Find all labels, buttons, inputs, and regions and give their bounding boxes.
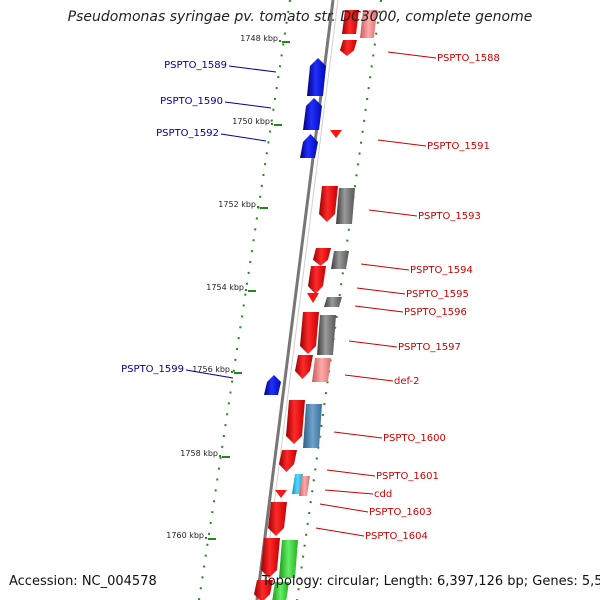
dotted-guides [198,0,382,600]
gene-arrow [342,10,359,34]
gene-leader-line [377,139,427,147]
genome-title: Pseudomonas syringae pv. tomato str. DC3… [67,9,533,25]
gene-arrow [261,538,280,578]
gene-leader-line [354,305,404,313]
gene-label[interactable]: PSPTO_1604 [365,531,428,542]
cds-block [336,188,355,224]
gene-label[interactable]: PSPTO_1599 [121,364,184,375]
gene-leader-line [348,340,398,348]
gene-label[interactable]: PSPTO_1592 [156,128,219,139]
gene-leader-line [356,287,406,295]
backbone-inner [261,0,339,600]
gene-arrow [303,98,322,130]
ruler-label: 1760 kbp [166,531,204,540]
gene-arrow [254,580,273,600]
gene-arrow [300,134,318,158]
ruler-label: 1758 kbp [180,449,218,458]
gene-block [272,582,289,600]
gene-marker [330,130,342,138]
gene-marker [275,490,287,498]
topology-text: Topology: circular; Length: 6,397,126 bp… [262,574,600,589]
backbone-outer [255,0,335,600]
gene-label[interactable]: PSPTO_1595 [406,289,469,300]
gene-leader-line [360,263,410,271]
gene-label[interactable]: PSPTO_1596 [404,307,467,318]
kbp-ruler: 1748 kbp 1750 kbp 1752 kbp 1754 kbp 1756 kbp… [166,34,290,540]
cds-block [331,251,349,269]
gene-leader-line [387,51,437,59]
dotted-guide-1 [296,0,382,600]
gene-label[interactable]: PSPTO_1600 [383,433,446,444]
gene-arrow [308,266,326,294]
gene-leader-line [185,369,234,379]
gene-label[interactable]: PSPTO_1590 [160,96,223,107]
gene-label[interactable]: PSPTO_1588 [437,53,500,64]
gene-block [360,10,377,38]
gene-label[interactable]: PSPTO_1603 [369,507,432,518]
gene-arrow [307,58,326,96]
gene-arrow [295,355,313,379]
gene-labels: PSPTO_1588 PSPTO_1589 PSPTO_1590 PSPTO_1592… [121,51,500,542]
gene-leader-line [220,133,267,142]
gene-arrow [340,40,357,56]
gene-label[interactable]: PSPTO_1593 [418,211,481,222]
gene-leader-line [324,489,374,495]
gene-leader-line [319,503,369,513]
gene-leader-line [333,431,383,439]
gene-block [299,476,310,496]
ruler-label: 1748 kbp [240,34,278,43]
ruler-label: 1750 kbp [232,117,270,126]
gene-leader-line [224,101,272,109]
gene-arrow [286,400,305,444]
gene-arrow [313,248,331,266]
gene-block [312,358,331,382]
gene-leader-line [368,209,418,217]
cds-block [324,297,342,307]
gene-arrow [268,502,287,536]
gene-label[interactable]: PSPTO_1594 [410,265,473,276]
gene-leader-line [315,527,365,537]
accession-text: Accession: NC_004578 [9,574,157,589]
cds-block [303,404,322,448]
gene-label[interactable]: def-2 [394,376,419,387]
gene-label[interactable]: cdd [374,489,392,500]
gene-label[interactable]: PSPTO_1589 [164,60,227,71]
cds-block [317,315,336,355]
gene-arrow [279,450,297,472]
gene-arrow [319,186,338,222]
ruler-label: 1752 kbp [218,200,256,209]
ruler-label: 1754 kbp [206,283,244,292]
gene-label[interactable]: PSPTO_1597 [398,342,461,353]
gene-features [254,10,377,600]
gene-arrow [264,375,281,395]
ruler-label: 1756 kbp [192,365,230,374]
gene-arrow [300,312,319,354]
gene-leader-line [228,65,277,73]
gene-leader-line [326,469,376,477]
gene-leader-line [344,374,394,382]
gene-block [279,540,298,578]
gene-label[interactable]: PSPTO_1601 [376,471,439,482]
gene-marker [307,293,319,303]
gene-label[interactable]: PSPTO_1591 [427,141,490,152]
